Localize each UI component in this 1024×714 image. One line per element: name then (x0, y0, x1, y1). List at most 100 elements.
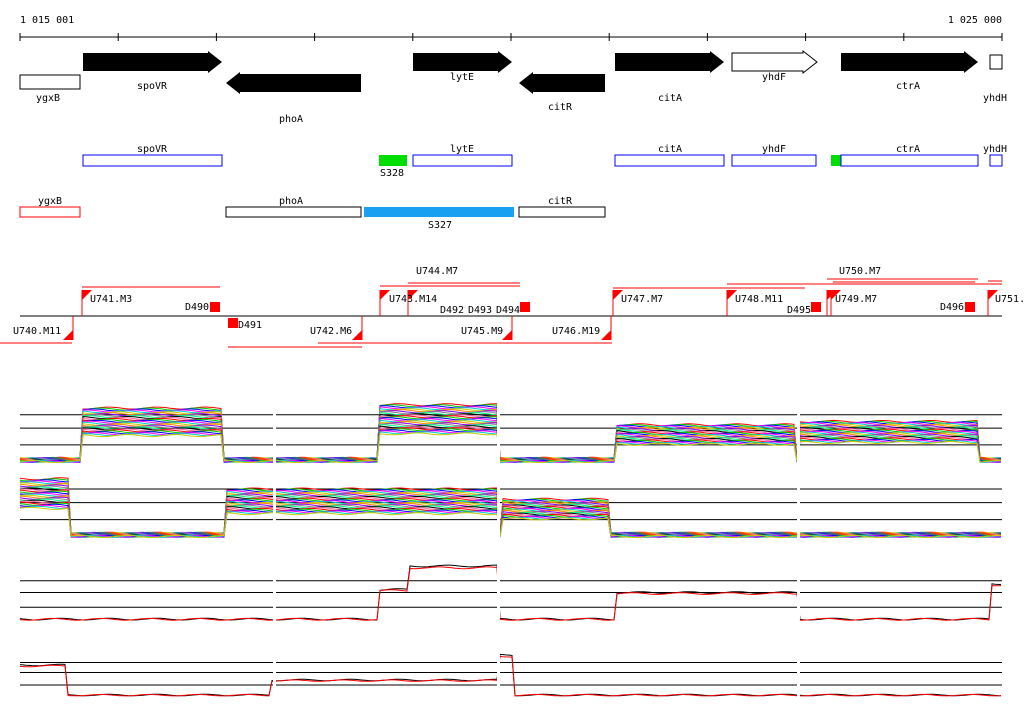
ruler: 1 015 001 1 025 000 (19, 15, 1003, 41)
segment-flag (408, 290, 418, 300)
gene-label: citR (548, 102, 573, 113)
segment-label: U748.M11 (735, 294, 783, 305)
feature-ctrA[interactable] (840, 154, 979, 167)
feature-yhdF[interactable] (731, 154, 817, 167)
gene-label: lytE (450, 72, 474, 83)
feature-label: citA (658, 144, 682, 155)
feature-spoVR[interactable] (82, 154, 223, 167)
feature-citA[interactable] (614, 154, 725, 167)
track-gap (273, 646, 276, 704)
segment-label: U747.M7 (621, 294, 663, 305)
segment-block (811, 302, 821, 312)
feature-label: ctrA (896, 144, 920, 155)
feature-phoA[interactable] (225, 206, 362, 218)
gene-yhdF[interactable] (731, 49, 818, 75)
feature-label: S327 (428, 220, 452, 231)
track-gap (497, 646, 500, 704)
gene-track: ygxB spoVR phoA lytE citR citA yhdF ctrA… (19, 49, 1007, 125)
feature-label: phoA (279, 196, 303, 207)
gene-label: spoVR (137, 81, 168, 92)
gene-label: phoA (279, 114, 303, 125)
segment-label: D495 (787, 305, 811, 316)
gene-spoVR[interactable] (83, 51, 222, 73)
segment-flag (352, 330, 362, 340)
reverse-feature-track: ygxB phoA S327 citR (19, 196, 606, 231)
gene-yhdH[interactable] (989, 54, 1003, 70)
segment-label: D491 (238, 320, 262, 331)
segment-flag (727, 290, 737, 300)
segment-label: U744.M7 (416, 266, 458, 277)
feature-label: citR (548, 196, 573, 207)
gene-label: ctrA (896, 81, 920, 92)
feature-label: yhdH (983, 144, 1007, 155)
feature-yhdH[interactable] (989, 154, 1003, 167)
feature-S328[interactable] (379, 155, 407, 166)
segment-label: D490 (185, 302, 209, 313)
gene-phoA[interactable] (226, 72, 361, 94)
segment-flag (613, 290, 623, 300)
expression-profile (19, 487, 1002, 536)
segment-label: U740.M11 (13, 326, 61, 337)
gene-label: yhdF (762, 72, 786, 83)
ruler-start-label: 1 015 001 (20, 15, 74, 26)
track-gap (497, 562, 500, 629)
forward-feature-track: spoVR S328 lytE citA yhdF ctrA yhdH (82, 144, 1007, 179)
feature-lytE[interactable] (412, 154, 513, 167)
segment-label: U749.M7 (835, 294, 877, 305)
feature-label: spoVR (137, 144, 168, 155)
expression-profile (19, 566, 1002, 621)
gene-label: citA (658, 93, 682, 104)
segment-block (210, 302, 220, 312)
segment-flag (502, 330, 512, 340)
track-gap (797, 468, 800, 544)
track-gap (797, 562, 800, 629)
gene-ygxB[interactable] (19, 74, 81, 90)
track-gap (797, 394, 800, 469)
segment-block (228, 318, 238, 328)
segment-block (520, 302, 530, 312)
segment-flag (988, 290, 998, 300)
track-gap (497, 394, 500, 469)
expression-tracks (19, 394, 1002, 704)
segment-marks (0, 278, 1002, 348)
segment-label: D492 (440, 305, 464, 316)
expression-profile (19, 653, 1002, 697)
segmentation-track: U741.M3 D490 U743.M14 U744.M7 D492 D493 … (0, 266, 1024, 348)
expression-profile (19, 655, 1002, 697)
segment-flag (831, 290, 841, 300)
track-gap (497, 468, 500, 544)
segment-label: U746.M19 (552, 326, 600, 337)
track-gap (273, 562, 276, 629)
segment-flag (601, 330, 611, 340)
segment-flag (63, 330, 73, 340)
segment-label: D496 (940, 302, 964, 313)
gene-citR[interactable] (519, 72, 605, 94)
feature-citR[interactable] (518, 206, 606, 218)
segment-flag (82, 290, 92, 300)
gene-label: ygxB (36, 93, 60, 104)
gene-citA[interactable] (615, 51, 724, 73)
ruler-end-label: 1 025 000 (948, 15, 1002, 26)
expression-profile (19, 500, 1002, 538)
track-gap (797, 646, 800, 704)
gene-lytE[interactable] (413, 51, 512, 73)
expression-profile (19, 478, 1002, 535)
expression-profile (19, 506, 1002, 539)
segment-label: U745.M9 (461, 326, 503, 337)
gene-ctrA[interactable] (841, 51, 978, 73)
feature-label: S328 (380, 168, 404, 179)
feature-ygxB[interactable] (19, 206, 81, 218)
feature-label: lytE (450, 144, 474, 155)
segment-label: U742.M6 (310, 326, 352, 337)
track-gap (273, 468, 276, 544)
feature-ncRNA[interactable] (831, 155, 841, 166)
segment-label: D493 (468, 305, 492, 316)
segment-block (965, 302, 975, 312)
feature-S327[interactable] (364, 207, 514, 217)
segment-label: U743.M14 (389, 294, 437, 305)
segment-label: U751. (995, 294, 1024, 305)
segment-flag (380, 290, 390, 300)
segment-label: U750.M7 (839, 266, 881, 277)
segment-label: U741.M3 (90, 294, 132, 305)
